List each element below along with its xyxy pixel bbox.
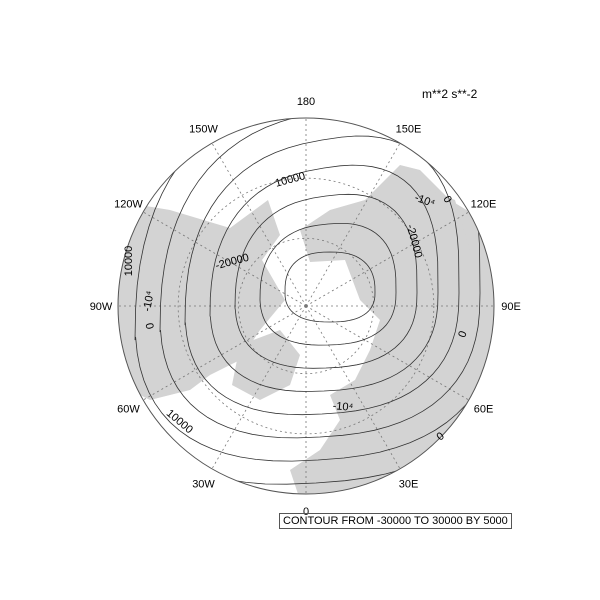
units-label: m**2 s**-2 bbox=[422, 87, 478, 101]
longitude-label: 90E bbox=[501, 301, 521, 313]
contour-label: -10⁴ bbox=[141, 290, 156, 313]
contour-label: 10000 bbox=[164, 407, 195, 436]
contour-line bbox=[234, 193, 418, 369]
longitude-label: 150E bbox=[396, 123, 422, 135]
latitude-circle bbox=[237, 237, 375, 375]
contour-label: 0 bbox=[143, 322, 156, 330]
land-greenland bbox=[232, 330, 300, 400]
contour-line bbox=[209, 164, 439, 392]
longitude-label: 60W bbox=[117, 404, 140, 416]
map-boundary bbox=[117, 117, 495, 495]
longitude-label: 120W bbox=[114, 199, 143, 211]
longitude-label: 60E bbox=[474, 404, 494, 416]
contour-label: 10000 bbox=[123, 246, 135, 277]
meridian-line bbox=[211, 142, 307, 307]
land-layer bbox=[118, 165, 494, 494]
meridian-line bbox=[142, 211, 307, 307]
longitude-labels: 180 150E 120E 90E 60E 30E 0 30W 60W 90W 120W 150W bbox=[90, 96, 521, 518]
longitude-label: 120E bbox=[471, 199, 497, 211]
longitude-label: 30W bbox=[192, 479, 215, 491]
contour-line bbox=[284, 251, 376, 323]
contour-label: 10000 bbox=[274, 170, 307, 190]
contour-line bbox=[159, 118, 481, 439]
longitude-label: 0 bbox=[303, 506, 309, 518]
longitude-label: 90W bbox=[90, 301, 113, 313]
meridian-line bbox=[142, 305, 307, 401]
contour-label: 0 bbox=[456, 329, 469, 339]
contour-info-label: CONTOUR FROM -30000 TO 30000 BY 5000 bbox=[279, 513, 512, 529]
contour-line bbox=[259, 223, 397, 346]
longitude-label: 150W bbox=[189, 123, 218, 135]
longitude-label: 180 bbox=[297, 96, 315, 108]
contour-label: 0 bbox=[440, 194, 453, 205]
contour-line bbox=[184, 135, 460, 416]
meridian-line bbox=[305, 211, 470, 307]
latitude-circle bbox=[177, 177, 435, 435]
meridian-line bbox=[211, 305, 307, 470]
contour-label: -10⁴ bbox=[332, 400, 354, 414]
longitude-label: 30E bbox=[399, 479, 419, 491]
meridian-line bbox=[305, 305, 401, 470]
